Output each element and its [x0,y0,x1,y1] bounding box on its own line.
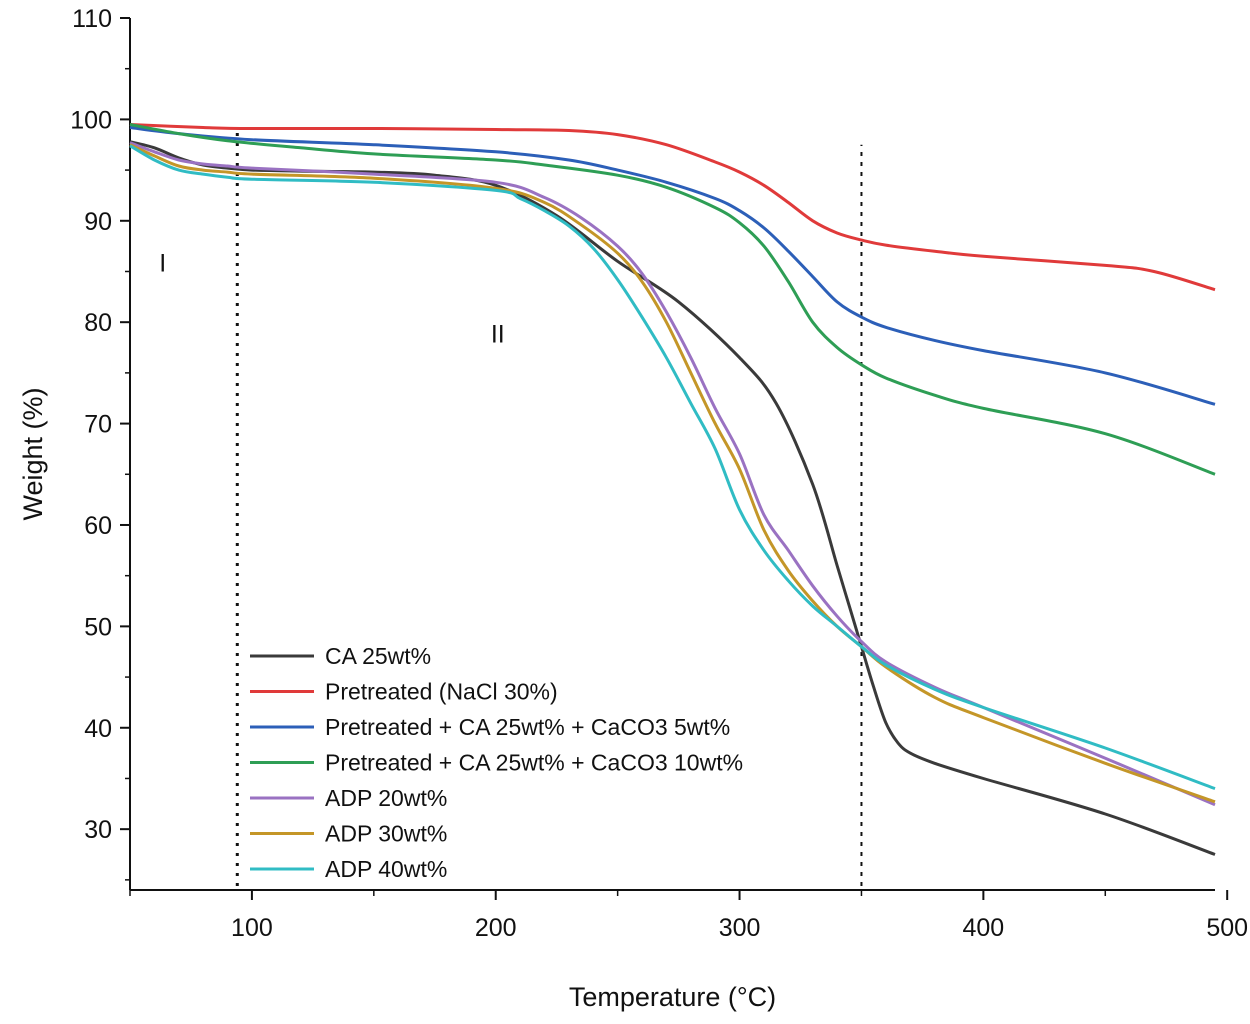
region-label: I [159,249,166,277]
legend: CA 25wt% Pretreated (NaCl 30%) Pretreated … [250,643,743,882]
legend-label: ADP 20wt% [325,785,447,811]
y-tick-label: 110 [72,5,112,33]
series-layer [129,123,1216,856]
y-axis-title: Weight (%) [18,387,48,520]
y-tick-label: 60 [84,512,112,540]
y-tick-label: 70 [84,411,112,439]
y-tick-label: 40 [84,715,112,743]
x-tick-label: 200 [475,914,517,942]
series-line [129,140,1216,856]
legend-label: ADP 40wt% [325,856,447,882]
x-tick-label: 100 [231,914,273,942]
series-line [129,123,1216,476]
legend-label: Pretreated + CA 25wt% + CaCO3 10wt% [325,750,743,776]
x-tick-label: 300 [719,914,761,942]
legend-label: CA 25wt% [325,643,431,669]
x-tick-label: 500 [1206,914,1248,942]
axes: 30 40 50 60 70 80 90 100 110 100 200 300 400 500 [70,5,1248,942]
legend-label: Pretreated + CA 25wt% + CaCO3 5wt% [325,714,730,740]
region-labels: III [159,249,505,348]
plot-area [235,127,863,886]
series-line [129,143,1216,804]
legend-label: Pretreated (NaCl 30%) [325,679,558,705]
y-tick-label: 50 [84,613,112,641]
x-axis-title: Temperature (°C) [569,982,776,1012]
series-line [129,141,1216,807]
y-tick-label: 80 [84,309,112,337]
legend-label: ADP 30wt% [325,821,447,847]
y-tick-label: 30 [84,816,112,844]
series-line [129,144,1216,791]
y-tick-label: 90 [84,208,112,236]
region-label: II [491,320,505,348]
x-tick-label: 400 [963,914,1005,942]
series-line [129,123,1216,292]
y-tick-label: 100 [70,106,112,134]
series-line [129,126,1216,406]
